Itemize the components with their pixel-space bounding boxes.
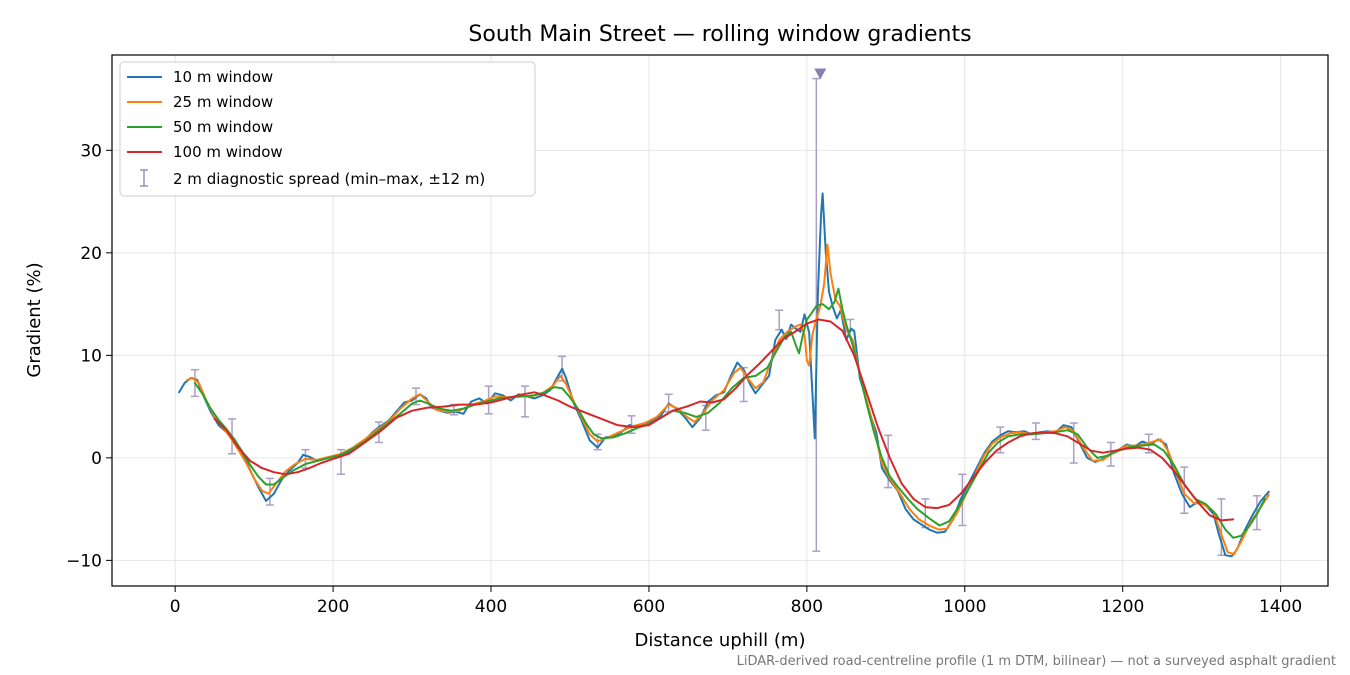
- y-tick-label: 20: [80, 244, 102, 264]
- legend-label-spread: 2 m diagnostic spread (min–max, ±12 m): [173, 170, 485, 188]
- x-tick-label: 0: [170, 597, 181, 617]
- series-line-100m: [213, 318, 1235, 522]
- legend-label-10m: 10 m window: [173, 68, 273, 86]
- legend-label-25m: 25 m window: [173, 93, 273, 111]
- error-bar-overflow-marker: [814, 68, 827, 80]
- legend-label-50m: 50 m window: [173, 118, 273, 136]
- error-bar: [1217, 498, 1226, 556]
- y-tick-label: 10: [80, 346, 102, 366]
- chart-title: South Main Street — rolling window gradi…: [468, 22, 971, 47]
- series-lines: [178, 192, 1270, 558]
- series-line-50m: [193, 287, 1266, 539]
- y-axis-label: Gradient (%): [24, 262, 45, 377]
- x-tick-label: 1400: [1259, 597, 1302, 617]
- x-tick-label: 200: [317, 597, 349, 617]
- error-bar: [812, 77, 821, 552]
- error-bar: [520, 385, 529, 418]
- y-tick-label: 30: [80, 141, 102, 161]
- legend: 10 m window 25 m window 50 m window 100 …: [119, 61, 536, 197]
- x-tick-label: 1200: [1101, 597, 1144, 617]
- x-tick-label: 1000: [943, 597, 986, 617]
- legend-box: [119, 61, 536, 197]
- legend-label-100m: 100 m window: [173, 143, 283, 161]
- series-line-25m: [186, 243, 1270, 556]
- y-tick-label: 0: [91, 449, 102, 469]
- plot-frame: [111, 54, 1329, 587]
- error-bar: [1180, 466, 1189, 514]
- x-axis-label: Distance uphill (m): [635, 630, 806, 651]
- x-tick-label: 600: [633, 597, 665, 617]
- footnote: LiDAR-derived road-centreline profile (1…: [737, 654, 1336, 669]
- y-tick-label: −10: [66, 551, 102, 571]
- axis-ticks: 0 200 400 600 800 1000 1200 1400 −10 0 10 20 30: [66, 141, 1302, 617]
- legend-swatch-spread: [140, 169, 148, 187]
- x-tick-label: 800: [791, 597, 823, 617]
- error-bar: [1031, 422, 1040, 441]
- x-tick-label: 400: [475, 597, 507, 617]
